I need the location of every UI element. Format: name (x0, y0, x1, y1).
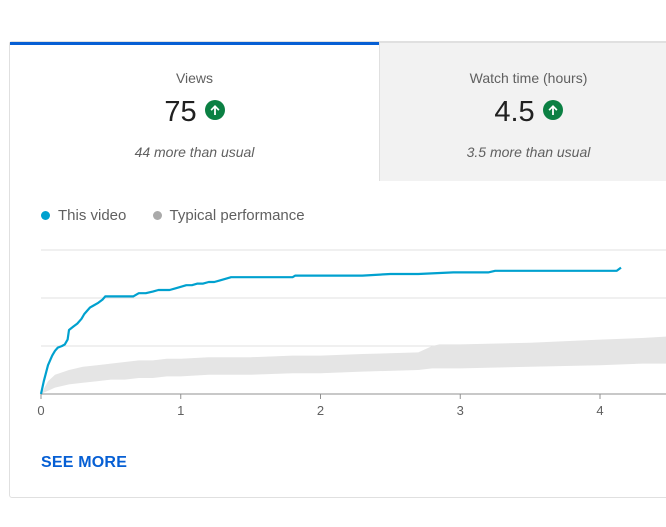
tab-views-value-row: 75 (10, 95, 379, 129)
arrow-up-icon (204, 100, 225, 121)
chart-legend: This video Typical performance (41, 207, 327, 224)
arrow-up-icon (542, 100, 563, 121)
analytics-card: Views 75 44 more than usual Watch time (… (9, 41, 666, 498)
x-tick-label: 1 (177, 403, 184, 418)
legend-dot-typical (152, 210, 162, 220)
x-tick-label: 4 (596, 403, 603, 418)
x-tick-label: 3 (457, 403, 464, 418)
tab-watch-time-comparison: 3.5 more than usual (466, 144, 591, 160)
tab-watch-time-label: Watch time (hours) (469, 70, 588, 86)
series-this-video-line (39, 266, 622, 395)
legend-label-typical: Typical performance (169, 207, 305, 224)
tab-views-comparison: 44 more than usual (134, 144, 255, 160)
tab-watch-time-value: 4.5 (494, 95, 535, 128)
legend-dot-this-video (41, 210, 50, 220)
tab-views[interactable]: Views 75 44 more than usual (10, 42, 379, 181)
tab-views-value: 75 (164, 95, 197, 128)
tab-watch-time[interactable]: Watch time (hours) 4.5 3.5 more than usu… (379, 42, 666, 181)
tab-watch-time-value-row: 4.5 (380, 95, 666, 129)
series-typical-performance-band (41, 336, 666, 394)
views-chart: 0 1 2 3 4 (37, 249, 666, 418)
x-tick-label: 2 (317, 403, 324, 418)
x-tick-label: 0 (37, 403, 44, 418)
legend-label-this-video: This video (58, 207, 127, 224)
legend-item-this-video: This video (41, 207, 126, 224)
tab-views-label: Views (175, 70, 214, 86)
see-more-link[interactable]: SEE MORE (41, 454, 128, 471)
legend-item-typical: Typical performance (152, 207, 305, 224)
